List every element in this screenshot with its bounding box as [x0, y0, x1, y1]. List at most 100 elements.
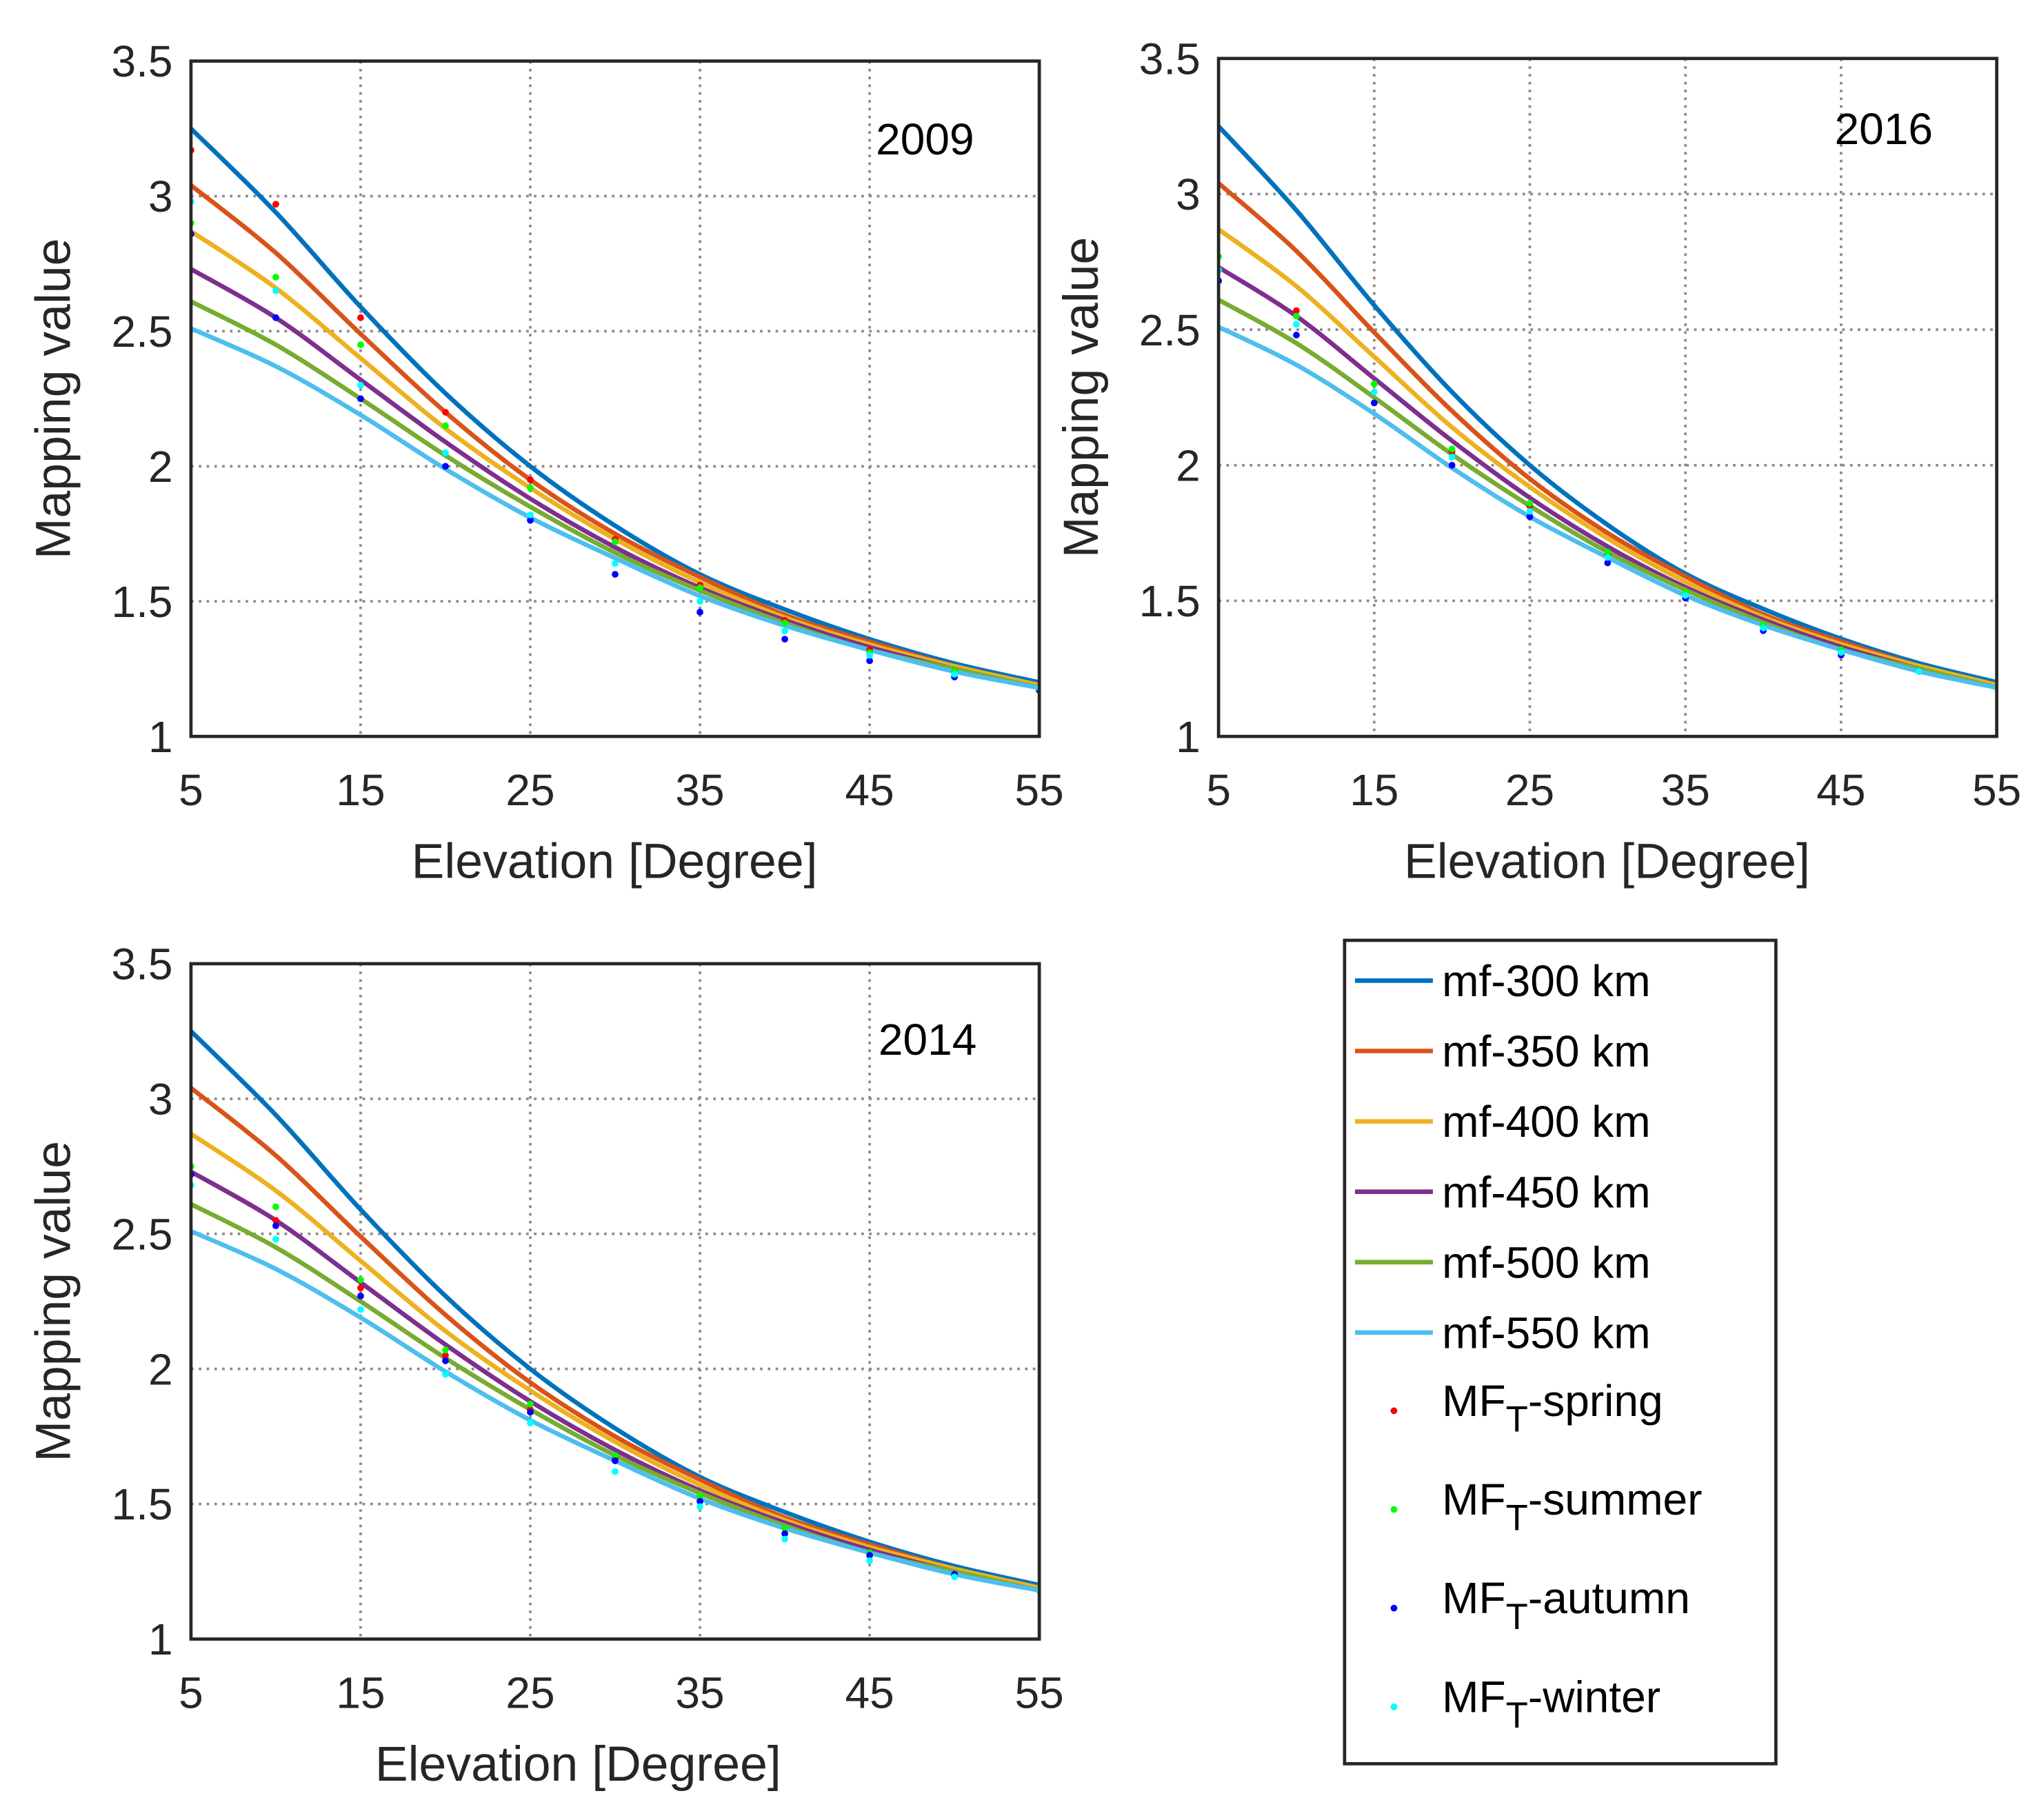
dot [696, 584, 703, 592]
dot [1370, 399, 1378, 407]
legend-label: MFT-winter [1442, 1672, 1660, 1736]
dot [1293, 321, 1300, 328]
dot [527, 1419, 534, 1426]
dot [781, 636, 788, 643]
y-tick-label: 3.5 [112, 940, 173, 989]
dot [1604, 548, 1612, 556]
x-tick-label: 35 [1661, 765, 1710, 815]
dot [612, 571, 619, 578]
dot [1682, 592, 1689, 599]
y-tick-label: 1 [148, 1615, 173, 1664]
dot [696, 609, 703, 616]
dot [527, 516, 534, 524]
y-tick-label: 3 [148, 1074, 173, 1124]
dot [612, 1452, 619, 1459]
legend-label: mf-350 km [1442, 1027, 1651, 1076]
dot [272, 1235, 279, 1243]
dot [612, 538, 619, 545]
y-tick-label: 2.5 [112, 1209, 173, 1259]
dot [1526, 500, 1534, 507]
x-tick-label: 45 [845, 765, 894, 815]
dot [612, 560, 619, 567]
dot [272, 314, 279, 321]
plot-area [190, 1029, 1040, 1594]
dot [357, 1292, 364, 1300]
dot [527, 511, 534, 518]
plot-area [1218, 124, 1997, 691]
x-tick-label: 35 [675, 1668, 724, 1717]
x-tick-label: 55 [1972, 765, 2021, 815]
dot [357, 381, 364, 389]
dot [442, 463, 449, 470]
x-tick-label: 45 [1816, 765, 1865, 815]
dot [442, 1352, 449, 1359]
panel-title: 2016 [1834, 104, 1932, 154]
legend-dot [1390, 1407, 1398, 1415]
dot [866, 1552, 874, 1559]
dot [1293, 332, 1300, 338]
dot [951, 671, 959, 678]
dot [781, 619, 788, 627]
dot [527, 1400, 534, 1408]
dot [781, 1524, 788, 1532]
y-tick-label: 1.5 [112, 577, 173, 627]
dot [272, 1203, 279, 1211]
dot [527, 1408, 534, 1416]
curve [1218, 325, 1997, 690]
plot-area [190, 127, 1040, 694]
curve [190, 299, 1040, 690]
dot [357, 1276, 364, 1284]
axes-frame [189, 962, 1041, 1641]
y-tick-label: 1 [148, 712, 173, 762]
dot [1293, 307, 1300, 314]
y-tick-label: 1.5 [112, 1479, 173, 1529]
legend-label: MFT-spring [1442, 1376, 1663, 1440]
y-tick-label: 2.5 [112, 307, 173, 356]
dot [527, 484, 534, 492]
curve [190, 1029, 1040, 1588]
dot [1760, 624, 1767, 631]
x-tick-label: 15 [336, 765, 385, 815]
legend-label: mf-400 km [1442, 1097, 1651, 1146]
x-axis-label: Elevation [Degree] [412, 834, 818, 889]
y-tick-label: 2 [1176, 441, 1201, 490]
dot [951, 1573, 959, 1581]
legend-label: MFT-autumn [1442, 1573, 1690, 1637]
curve [1218, 181, 1997, 687]
curve [190, 127, 1040, 685]
dot [866, 651, 874, 659]
dot [1604, 554, 1612, 561]
dot [696, 1503, 703, 1510]
dot [357, 1306, 364, 1313]
dot [442, 1346, 449, 1354]
dot [781, 627, 788, 635]
x-tick-label: 35 [675, 765, 724, 815]
dot [357, 341, 364, 348]
curve [190, 1202, 1040, 1593]
panel-title: 2014 [879, 1015, 976, 1064]
curve [190, 1132, 1040, 1590]
dot [1526, 513, 1534, 520]
y-tick-label: 2.5 [1139, 305, 1201, 355]
legend-label: mf-450 km [1442, 1167, 1651, 1217]
y-tick-label: 2 [148, 442, 173, 492]
dot [1448, 461, 1456, 469]
dot [866, 657, 874, 665]
legend-box [1343, 938, 1778, 1766]
dot [357, 1284, 364, 1292]
legend-label: MFT-summer [1442, 1475, 1702, 1539]
dot [612, 1468, 619, 1475]
x-tick-label: 15 [336, 1668, 385, 1717]
dot [272, 1222, 279, 1229]
dot [1526, 507, 1534, 515]
curve [190, 1228, 1040, 1593]
dot [442, 449, 449, 456]
dot [866, 1557, 874, 1564]
dot [696, 1492, 703, 1499]
dot [357, 314, 364, 321]
curve [190, 229, 1040, 687]
dot [442, 422, 449, 429]
y-tick-label: 1.5 [1139, 576, 1201, 626]
